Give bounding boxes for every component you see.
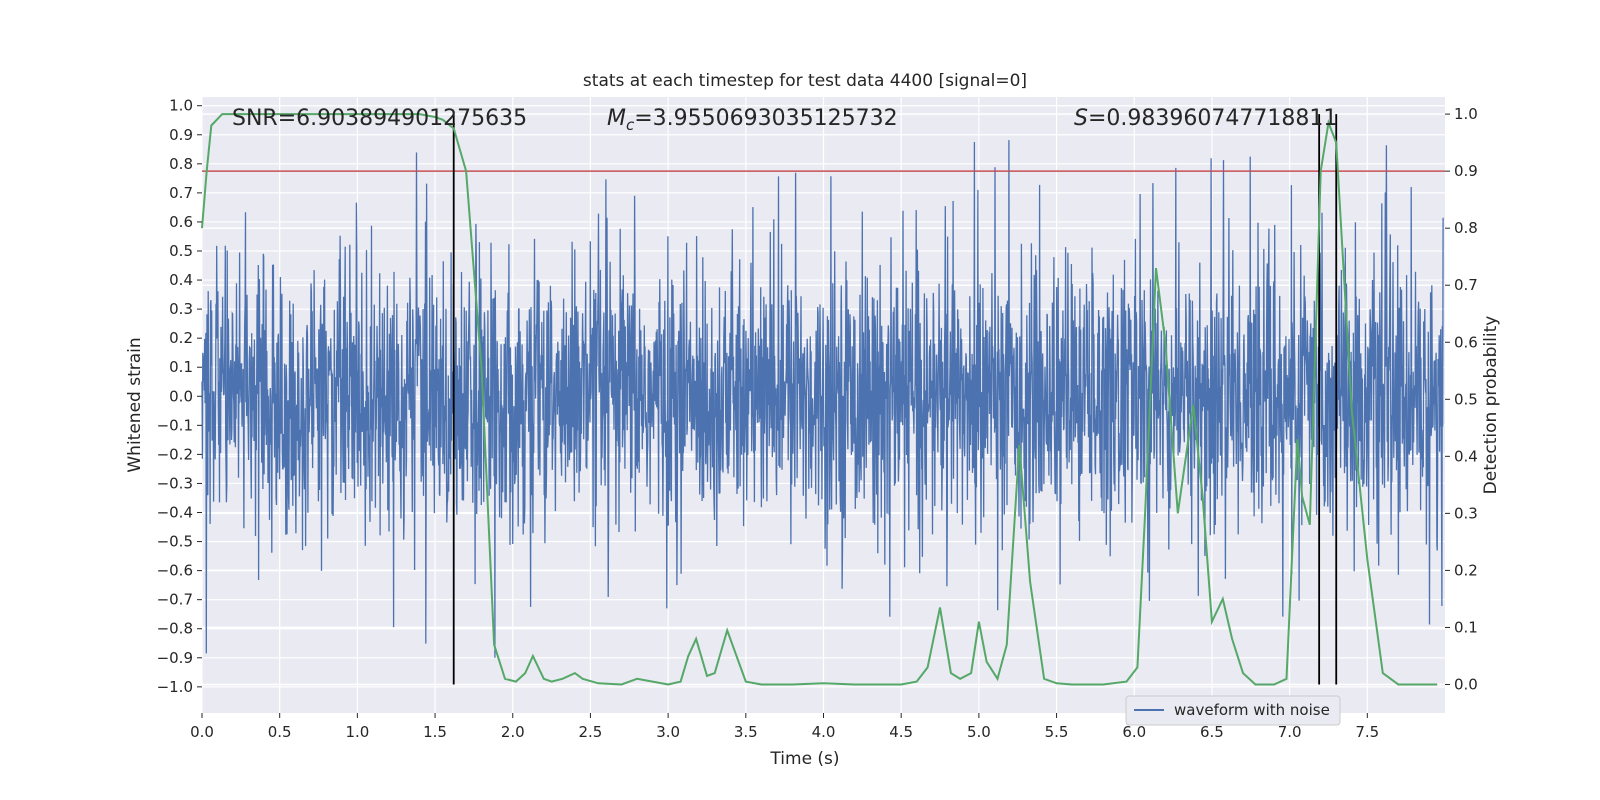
chart-title: stats at each timestep for test data 440… xyxy=(583,71,1027,91)
x-tick-label: 2.0 xyxy=(501,723,525,741)
x-tick-label: 7.0 xyxy=(1278,723,1302,741)
left-y-tick-label: 0.6 xyxy=(169,213,193,231)
left-y-tick-label: −0.8 xyxy=(157,620,193,638)
left-y-tick-label: 0.9 xyxy=(169,126,193,144)
x-tick-label: 4.0 xyxy=(812,723,836,741)
x-tick-label: 6.0 xyxy=(1122,723,1146,741)
x-tick-label: 6.5 xyxy=(1200,723,1224,741)
x-tick-label: 4.5 xyxy=(889,723,913,741)
x-axis-title: Time (s) xyxy=(769,749,839,769)
right-y-tick-label: 0.1 xyxy=(1454,618,1478,636)
left-y-tick-label: −1.0 xyxy=(157,678,193,696)
left-y-tick-label: −0.1 xyxy=(157,416,193,434)
left-y-tick-label: −0.9 xyxy=(157,649,193,667)
right-y-tick-label: 0.6 xyxy=(1454,333,1478,351)
right-y-tick-label: 0.4 xyxy=(1454,447,1478,465)
legend: waveform with noise xyxy=(1125,695,1341,726)
left-y-tick-label: −0.2 xyxy=(157,445,193,463)
left-y-tick-label: −0.6 xyxy=(157,562,193,580)
left-y-tick-label: 0.8 xyxy=(169,155,193,173)
right-y-tick-label: 0.8 xyxy=(1454,219,1478,237)
x-tick-label: 5.0 xyxy=(967,723,991,741)
x-tick-label: 1.0 xyxy=(345,723,369,741)
x-tick-label: 7.5 xyxy=(1355,723,1379,741)
s-annotation: S=0.983960747718811 xyxy=(1074,106,1337,131)
snr-annotation: SNR=6.903894901275635 xyxy=(232,106,527,131)
waveform-trace xyxy=(201,140,1444,658)
left-y-tick-label: 0.1 xyxy=(169,358,193,376)
left-y-tick-label: 0.7 xyxy=(169,184,193,202)
x-tick-label: 1.5 xyxy=(423,723,447,741)
detection-probability-line xyxy=(201,113,1438,686)
right-y-tick-label: 1.0 xyxy=(1454,105,1478,123)
right-y-tick-label: 0.2 xyxy=(1454,561,1478,579)
right-y-tick-label: 0.0 xyxy=(1454,675,1478,693)
left-y-axis-title: Whitened strain xyxy=(125,337,145,472)
x-tick-label: 0.0 xyxy=(190,723,214,741)
left-y-tick-label: −0.7 xyxy=(157,591,193,609)
left-y-axis-ticks: 1.0 0.9 0.8 0.7 0.6 0.5 0.4 0.3 0.2 0.1 0.0 −0.1 −0.… xyxy=(157,97,202,696)
right-y-tick-label: 0.5 xyxy=(1454,390,1478,408)
x-tick-label: 5.5 xyxy=(1045,723,1069,741)
legend-box xyxy=(1125,695,1341,726)
right-y-tick-label: 0.9 xyxy=(1454,162,1478,180)
x-tick-label: 3.5 xyxy=(734,723,758,741)
right-y-tick-label: 0.3 xyxy=(1454,504,1478,522)
left-y-tick-label: 0.2 xyxy=(169,329,193,347)
waveform-series xyxy=(201,140,1444,658)
left-y-tick-label: −0.4 xyxy=(157,504,193,522)
legend-label: waveform with noise xyxy=(1174,701,1330,719)
x-axis-ticks: 0.0 0.5 1.0 1.5 2.0 2.5 3.0 3.5 4.0 4.5 5.0 5.5 6.0 6… xyxy=(190,713,1379,741)
left-y-tick-label: 1.0 xyxy=(169,97,193,115)
x-tick-label: 0.5 xyxy=(268,723,292,741)
x-tick-label: 3.0 xyxy=(656,723,680,741)
right-y-axis-title: Detection probability xyxy=(1481,316,1501,495)
x-tick-label: 2.5 xyxy=(579,723,603,741)
left-y-tick-label: 0.5 xyxy=(169,242,193,260)
left-y-tick-label: 0.0 xyxy=(169,387,193,405)
left-y-tick-label: 0.4 xyxy=(169,271,193,289)
left-y-tick-label: −0.5 xyxy=(157,533,193,551)
left-y-tick-label: 0.3 xyxy=(169,300,193,318)
right-y-axis-ticks: 1.0 0.9 0.8 0.7 0.6 0.5 0.4 0.3 0.2 0.1 0.0 xyxy=(1445,105,1478,693)
right-y-tick-label: 0.7 xyxy=(1454,276,1478,294)
left-y-tick-label: −0.3 xyxy=(157,474,193,492)
chirp-mass-annotation: Mc=3.9550693035125732 xyxy=(607,106,898,134)
